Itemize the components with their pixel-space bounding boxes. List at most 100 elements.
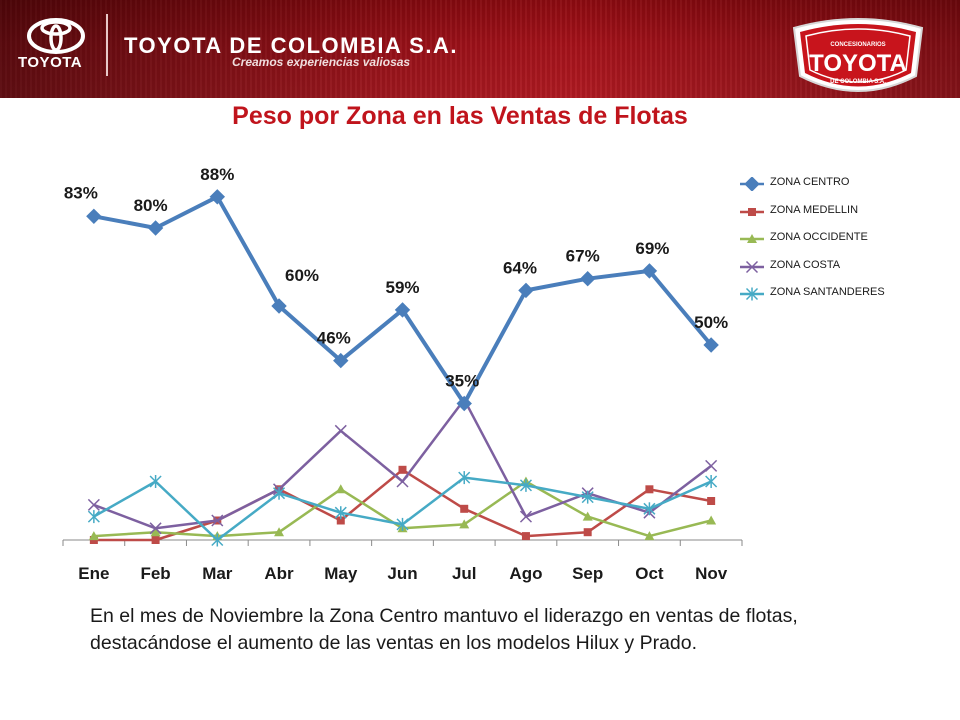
data-point [334, 506, 347, 520]
data-point [519, 478, 532, 492]
data-point [334, 424, 347, 437]
badge-main-text: TOYOTA [809, 50, 907, 77]
data-point [394, 302, 411, 318]
summary-note: En el mes de Noviembre la Zona Centro ma… [90, 605, 798, 654]
data-point [274, 527, 285, 537]
data-point [87, 498, 100, 511]
data-point [333, 352, 349, 369]
legend-marker [745, 287, 759, 301]
x-tick-label: Jun [387, 564, 417, 583]
data-point [456, 395, 472, 412]
x-tick-label: May [324, 564, 358, 583]
company-tagline: Creamos experiencias valiosas [232, 55, 411, 69]
marker-stroke [705, 459, 718, 472]
legend-item: ZONA OCCIDENTE [738, 231, 938, 259]
data-label: 64% [503, 258, 537, 277]
data-point [643, 502, 656, 516]
marker-stroke [745, 260, 759, 273]
data-point [705, 475, 718, 488]
x-tick-label: Nov [695, 564, 728, 583]
data-label: 35% [445, 372, 479, 391]
data-point [149, 475, 162, 488]
data-point [707, 497, 716, 505]
legend-swatch [740, 207, 764, 216]
series-zona-centro [86, 189, 719, 412]
legend-label: ZONA CENTRO [770, 176, 850, 188]
data-point [398, 465, 407, 474]
data-point [149, 522, 162, 535]
marker-stroke [211, 514, 224, 527]
marker-stroke [519, 510, 532, 523]
data-label: 83% [64, 183, 98, 202]
x-tick-label: Ene [78, 564, 109, 583]
data-point [209, 189, 226, 205]
dealer-badge-logo: CONCESIONARIOS TOYOTA DE COLOMBIA S.A. [792, 18, 924, 92]
data-label-layer: 83% 80% 88% 60% 46% 59% 35% 64% 67% 69% 50% [64, 165, 728, 391]
x-tick-label: Feb [140, 564, 170, 583]
data-point [211, 533, 224, 547]
data-point [88, 531, 99, 541]
data-point [87, 510, 100, 524]
legend-marker [747, 234, 757, 243]
series-line [93, 398, 712, 530]
data-point [579, 270, 596, 287]
logo-wordmark: TOYOTA [18, 54, 83, 71]
header-divider [106, 14, 108, 76]
data-point [518, 282, 534, 299]
legend-item: ZONA CENTRO [738, 176, 938, 204]
data-label: 60% [285, 266, 319, 285]
legend-swatch [740, 287, 764, 301]
chart-legend: ZONA CENTRO ZONA MEDELLIN ZONA OCCIDENTE ZO… [738, 176, 938, 314]
chart-title: Peso por Zona en las Ventas de Flotas [232, 102, 688, 130]
data-point [396, 517, 409, 531]
x-tick-label: Ago [509, 564, 542, 583]
data-label: 67% [566, 247, 600, 266]
data-point [211, 514, 224, 527]
series-layer [86, 189, 719, 547]
data-point [271, 298, 287, 314]
data-label: 59% [385, 278, 419, 297]
axis-layer: Ene Feb Mar Abr May Jun Jul Ago Sep Oct Nov [62, 539, 743, 583]
data-point [460, 504, 469, 513]
company-name: TOYOTA DE COLOMBIA S.A. [124, 33, 458, 58]
data-point [458, 471, 471, 485]
legend-swatch [740, 260, 764, 273]
legend-label: ZONA SANTANDERES [770, 286, 885, 298]
series-zona-costa [87, 393, 718, 535]
marker-stroke [334, 424, 347, 437]
legend-label: ZONA MEDELLIN [770, 203, 859, 216]
legend-item: ZONA SANTANDERES [738, 286, 938, 314]
data-point [336, 516, 345, 525]
data-point [459, 519, 470, 529]
data-point [150, 527, 161, 537]
legend-item: ZONA MEDELLIN [738, 204, 938, 232]
marker-stroke [396, 475, 409, 488]
data-point [645, 485, 654, 494]
toyota-emblem-icon [27, 18, 85, 54]
data-point [582, 511, 593, 521]
legend-item: ZONA COSTA [738, 259, 938, 287]
series-line [93, 194, 713, 406]
marker-stroke [87, 498, 100, 511]
data-label: 80% [134, 196, 168, 215]
data-point [151, 536, 160, 544]
data-point [703, 337, 719, 353]
data-label: 69% [635, 239, 669, 258]
data-point [644, 531, 655, 541]
data-label: 46% [317, 329, 351, 348]
series-zona-santanderes [87, 471, 718, 547]
data-label: 88% [200, 165, 234, 184]
x-tick-label: Abr [264, 564, 294, 583]
data-point [583, 528, 592, 537]
legend-swatch [740, 234, 764, 243]
legend-label: ZONA OCCIDENTE [770, 231, 868, 243]
x-tick-label: Mar [202, 564, 233, 583]
legend-marker [745, 260, 759, 273]
marker-stroke [149, 522, 162, 535]
data-point [521, 532, 530, 541]
badge-sub-text: DE COLOMBIA S.A. [830, 79, 886, 85]
data-point [519, 510, 532, 523]
data-point [641, 263, 658, 279]
x-tick-label: Sep [572, 564, 603, 583]
